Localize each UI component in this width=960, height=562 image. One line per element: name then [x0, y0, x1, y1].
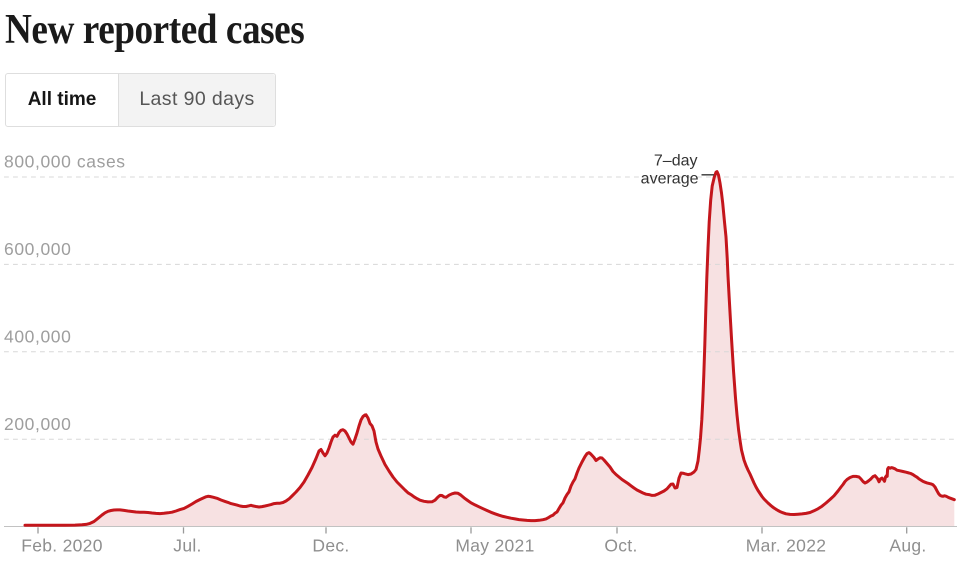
- svg-text:average: average: [641, 171, 699, 188]
- svg-text:Mar. 2022: Mar. 2022: [746, 536, 827, 556]
- svg-text:Aug.: Aug.: [889, 536, 926, 556]
- svg-text:Feb. 2020: Feb. 2020: [21, 536, 103, 556]
- svg-text:600,000: 600,000: [4, 239, 71, 259]
- svg-text:May 2021: May 2021: [455, 536, 534, 556]
- svg-text:Oct.: Oct.: [604, 536, 637, 556]
- svg-text:Dec.: Dec.: [312, 536, 349, 556]
- svg-text:7–day: 7–day: [654, 153, 698, 170]
- svg-text:200,000: 200,000: [4, 414, 71, 434]
- svg-text:800,000 cases: 800,000 cases: [4, 152, 126, 172]
- svg-text:400,000: 400,000: [4, 327, 71, 347]
- svg-text:Jul.: Jul.: [173, 536, 201, 556]
